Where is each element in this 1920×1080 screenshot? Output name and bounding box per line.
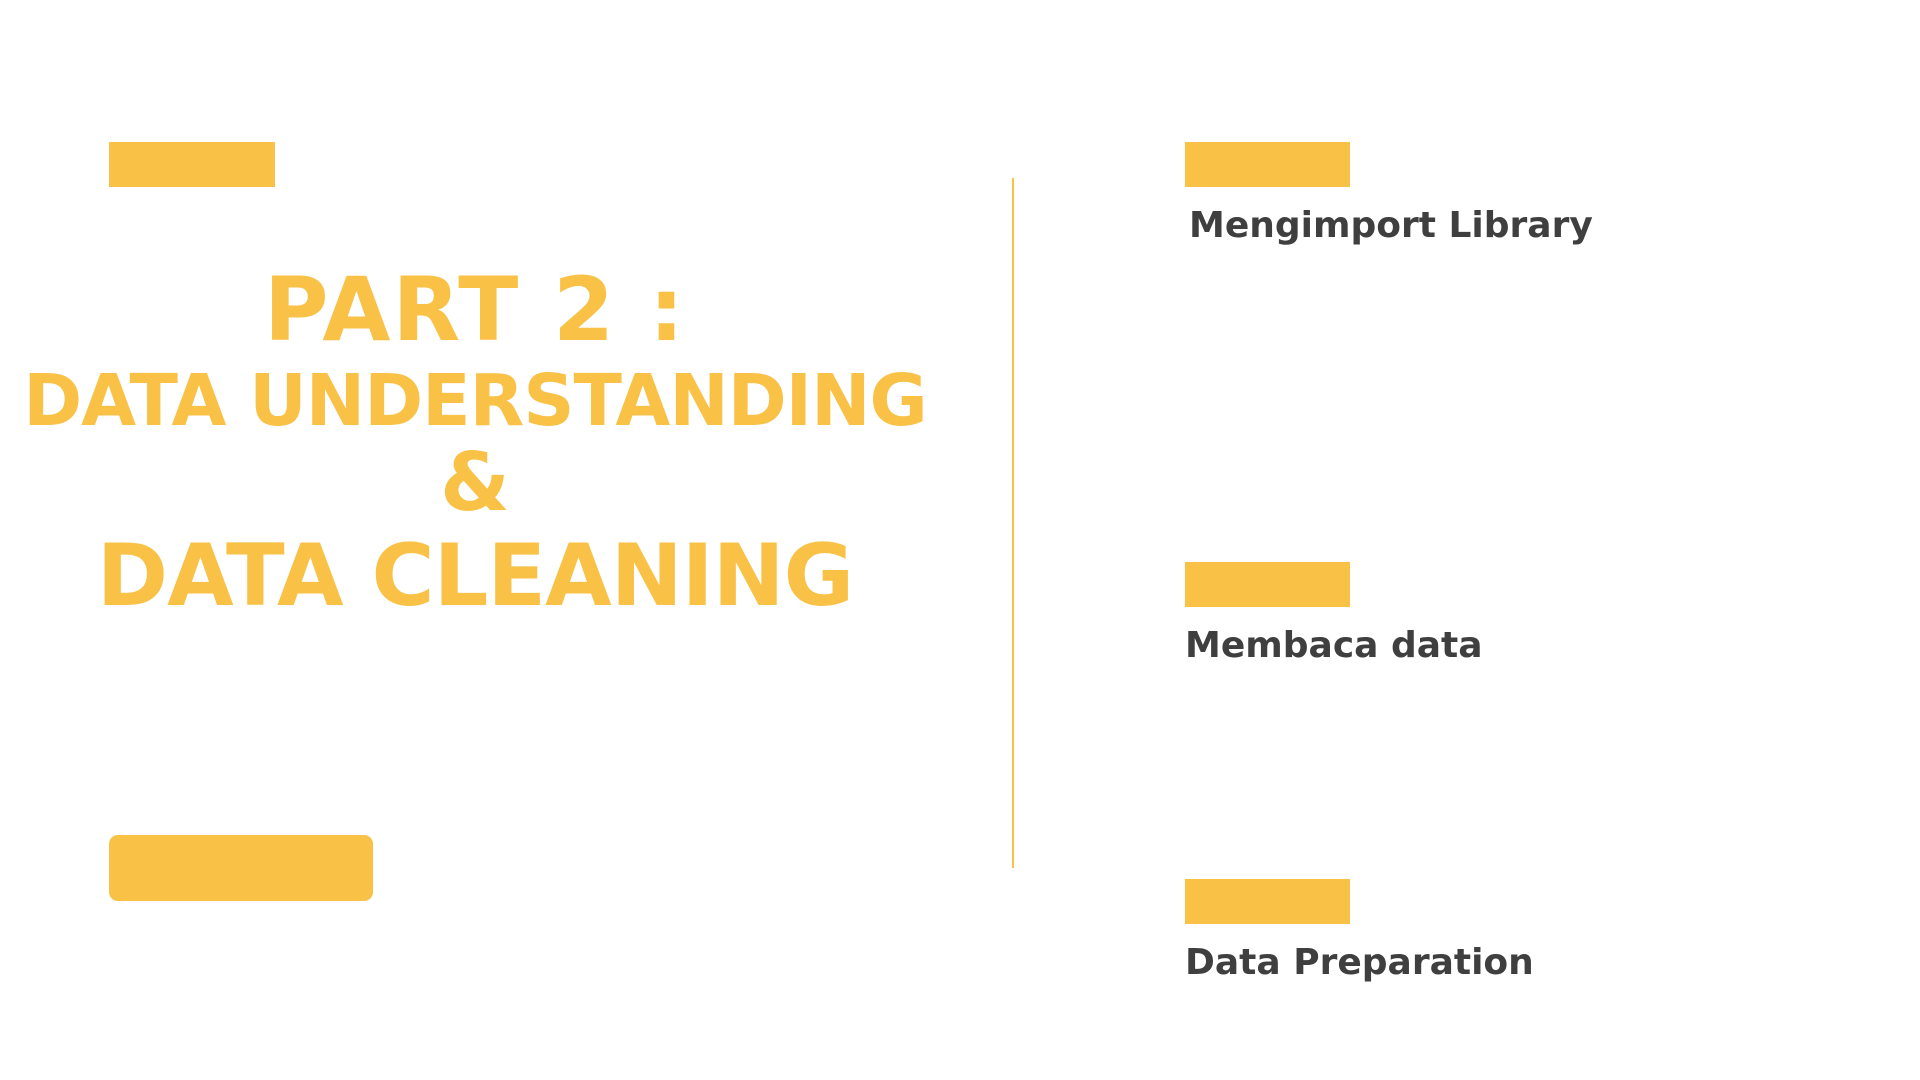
agenda-marker-bar — [1185, 142, 1350, 187]
agenda-marker-bar — [1185, 562, 1350, 607]
vertical-divider — [1012, 178, 1014, 868]
decorative-bar-top-left — [109, 142, 275, 187]
agenda-item-label: Data Preparation — [1185, 942, 1534, 983]
title-line-part: PART 2 : — [263, 258, 687, 361]
agenda-item-mengimport-library: Mengimport Library — [1185, 142, 1785, 248]
agenda-item-label: Mengimport Library — [1189, 205, 1593, 246]
title-line-data-cleaning: DATA CLEANING — [96, 526, 855, 626]
agenda-item-label: Membaca data — [1185, 625, 1483, 666]
title-line-data-understanding: DATA UNDERSTANDING — [23, 359, 928, 442]
agenda-item-data-preparation: Data Preparation — [1185, 879, 1785, 985]
slide-title: PART 2 : DATA UNDERSTANDING & DATA CLEAN… — [0, 260, 950, 628]
decorative-pill-bottom-left — [109, 835, 373, 901]
agenda-marker-bar — [1185, 879, 1350, 924]
agenda-item-membaca-data: Membaca data — [1185, 562, 1785, 668]
title-line-ampersand: & — [440, 436, 510, 529]
